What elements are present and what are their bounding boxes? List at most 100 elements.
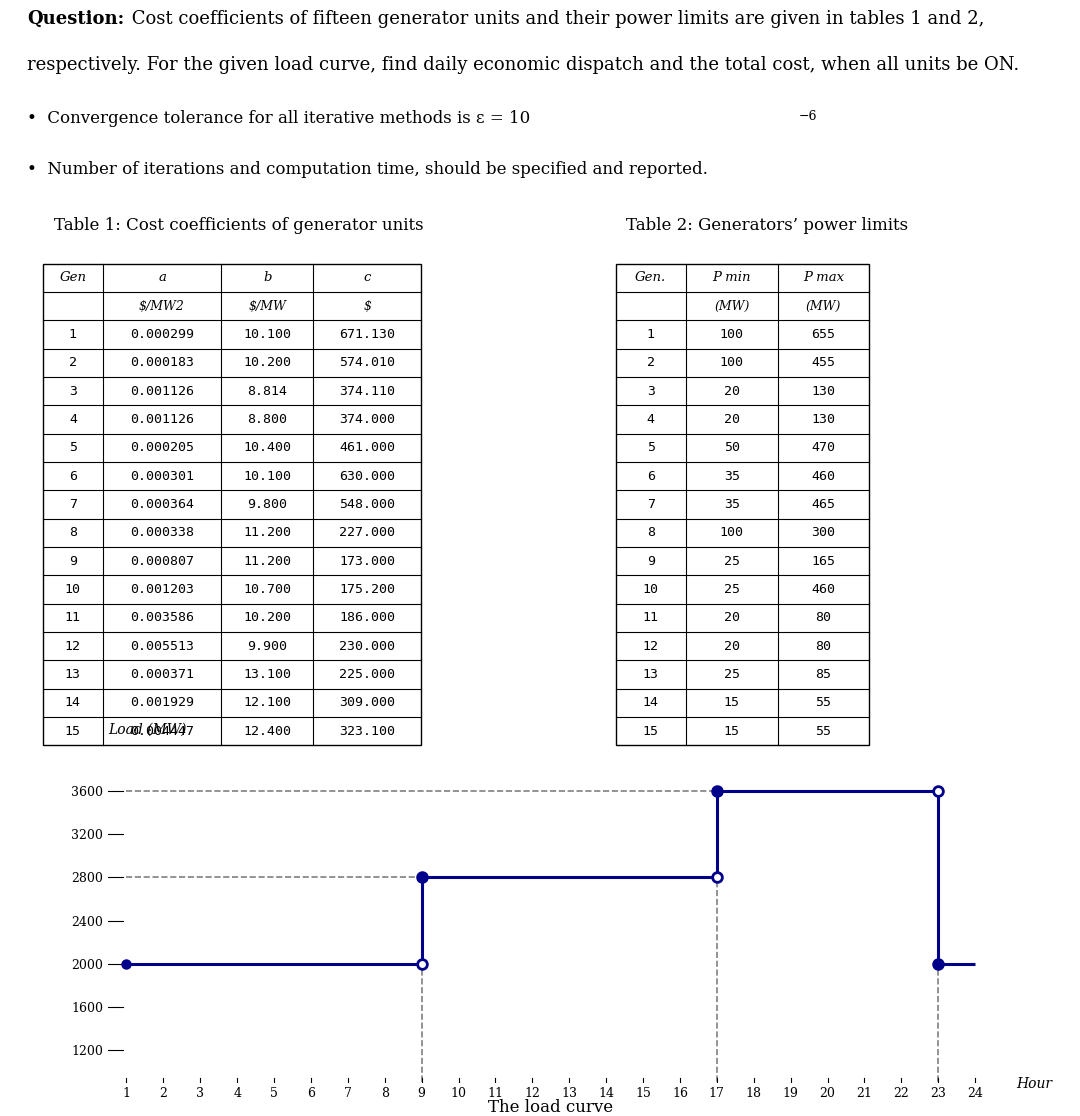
Text: 0.000301: 0.000301 — [130, 470, 194, 483]
Text: 165: 165 — [811, 555, 836, 568]
Text: 85: 85 — [815, 668, 832, 681]
Text: 0.003586: 0.003586 — [130, 612, 194, 624]
Text: 10.400: 10.400 — [243, 442, 292, 454]
Text: 100: 100 — [719, 527, 744, 539]
Text: 1: 1 — [647, 328, 654, 341]
Text: 12.400: 12.400 — [243, 724, 292, 738]
Text: 25: 25 — [724, 668, 740, 681]
Text: 0.001126: 0.001126 — [130, 385, 194, 397]
Text: 0.000807: 0.000807 — [130, 555, 194, 568]
Text: 0.001929: 0.001929 — [130, 696, 194, 710]
Text: 80: 80 — [815, 639, 832, 653]
Text: 35: 35 — [724, 498, 740, 511]
Text: Table 2: Generators’ power limits: Table 2: Generators’ power limits — [626, 217, 908, 233]
Text: 3: 3 — [647, 385, 654, 397]
Text: 225.000: 225.000 — [339, 668, 395, 681]
Text: The load curve: The load curve — [488, 1099, 613, 1116]
Text: 230.000: 230.000 — [339, 639, 395, 653]
Text: 470: 470 — [811, 442, 836, 454]
Text: 11.200: 11.200 — [243, 555, 292, 568]
Text: 80: 80 — [815, 612, 832, 624]
Text: (MW): (MW) — [806, 300, 841, 312]
Text: 3: 3 — [69, 385, 77, 397]
Text: •  Convergence tolerance for all iterative methods is ε = 10: • Convergence tolerance for all iterativ… — [27, 110, 530, 127]
Text: 100: 100 — [719, 356, 744, 369]
Text: 4: 4 — [69, 413, 77, 426]
Text: 130: 130 — [811, 385, 836, 397]
Text: Table 1: Cost coefficients of generator units: Table 1: Cost coefficients of generator … — [54, 217, 423, 233]
Text: b: b — [264, 271, 271, 285]
Text: 10.100: 10.100 — [243, 328, 292, 341]
Text: 0.001126: 0.001126 — [130, 413, 194, 426]
Text: 10.100: 10.100 — [243, 470, 292, 483]
Text: Cost coefficients of fifteen generator units and their power limits are given in: Cost coefficients of fifteen generator u… — [126, 10, 985, 28]
Text: 12: 12 — [643, 639, 659, 653]
Text: 323.100: 323.100 — [339, 724, 395, 738]
Text: a: a — [158, 271, 166, 285]
Text: 374.110: 374.110 — [339, 385, 395, 397]
Text: 0.000183: 0.000183 — [130, 356, 194, 369]
Text: P min: P min — [713, 271, 751, 285]
Text: 186.000: 186.000 — [339, 612, 395, 624]
Text: Load (MW): Load (MW) — [108, 723, 187, 737]
Text: 671.130: 671.130 — [339, 328, 395, 341]
Text: 10.700: 10.700 — [243, 583, 292, 596]
Text: 0.000205: 0.000205 — [130, 442, 194, 454]
Text: 15: 15 — [65, 724, 81, 738]
Text: 12.100: 12.100 — [243, 696, 292, 710]
Text: •  Number of iterations and computation time, should be specified and reported.: • Number of iterations and computation t… — [27, 161, 707, 177]
Text: 374.000: 374.000 — [339, 413, 395, 426]
Text: 0.000338: 0.000338 — [130, 527, 194, 539]
Text: 655: 655 — [811, 328, 836, 341]
Text: Gen.: Gen. — [635, 271, 666, 285]
Text: Hour: Hour — [1015, 1077, 1052, 1090]
Text: 15: 15 — [643, 724, 659, 738]
Text: 1: 1 — [69, 328, 77, 341]
Text: 100: 100 — [719, 328, 744, 341]
Text: 9.900: 9.900 — [247, 639, 287, 653]
Text: 2: 2 — [647, 356, 654, 369]
Text: 15: 15 — [724, 724, 740, 738]
Text: 227.000: 227.000 — [339, 527, 395, 539]
Text: 14: 14 — [643, 696, 659, 710]
Text: 6: 6 — [647, 470, 654, 483]
Text: c: c — [364, 271, 370, 285]
Text: 11.200: 11.200 — [243, 527, 292, 539]
Text: 55: 55 — [815, 696, 832, 710]
Text: 6: 6 — [69, 470, 77, 483]
Text: 9: 9 — [69, 555, 77, 568]
Text: 460: 460 — [811, 583, 836, 596]
Text: 10: 10 — [643, 583, 659, 596]
Text: 14: 14 — [65, 696, 81, 710]
Text: (MW): (MW) — [714, 300, 750, 312]
Text: 300: 300 — [811, 527, 836, 539]
Text: 20: 20 — [724, 639, 740, 653]
Text: Question:: Question: — [27, 10, 124, 28]
Text: 8: 8 — [647, 527, 654, 539]
Text: 0.000299: 0.000299 — [130, 328, 194, 341]
Text: 2: 2 — [69, 356, 77, 369]
Text: 11: 11 — [65, 612, 81, 624]
Text: 7: 7 — [69, 498, 77, 511]
Text: 20: 20 — [724, 612, 740, 624]
Text: 13.100: 13.100 — [243, 668, 292, 681]
Text: 548.000: 548.000 — [339, 498, 395, 511]
Text: 460: 460 — [811, 470, 836, 483]
Text: 0.001203: 0.001203 — [130, 583, 194, 596]
Text: 50: 50 — [724, 442, 740, 454]
Text: $: $ — [363, 300, 372, 312]
Text: 9.800: 9.800 — [247, 498, 287, 511]
Text: 55: 55 — [815, 724, 832, 738]
Text: 5: 5 — [647, 442, 654, 454]
Text: 35: 35 — [724, 470, 740, 483]
Text: 9: 9 — [647, 555, 654, 568]
Text: P max: P max — [802, 271, 845, 285]
Text: 175.200: 175.200 — [339, 583, 395, 596]
Text: 465: 465 — [811, 498, 836, 511]
Text: 630.000: 630.000 — [339, 470, 395, 483]
Text: 25: 25 — [724, 583, 740, 596]
Text: 309.000: 309.000 — [339, 696, 395, 710]
Text: 25: 25 — [724, 555, 740, 568]
Text: 7: 7 — [647, 498, 654, 511]
Text: 8.814: 8.814 — [247, 385, 287, 397]
